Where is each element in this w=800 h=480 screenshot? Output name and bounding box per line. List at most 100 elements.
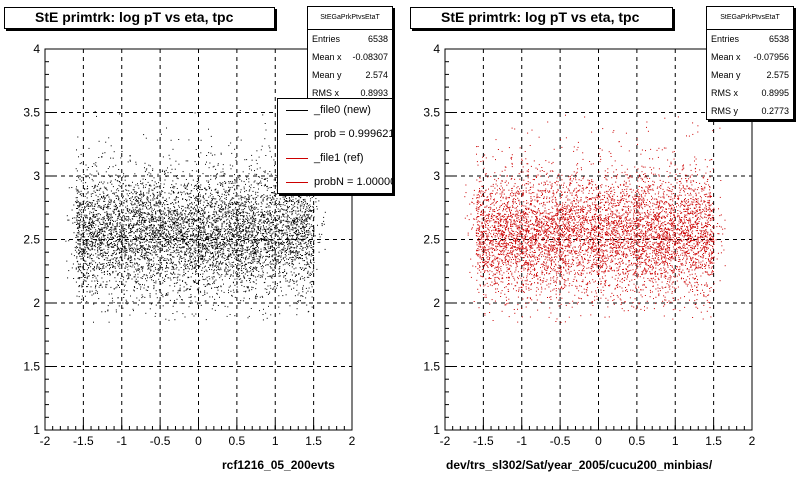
scatter-point xyxy=(173,206,175,207)
scatter-point xyxy=(234,222,236,224)
scatter-point xyxy=(225,242,227,244)
scatter-point xyxy=(145,240,147,242)
scatter-point xyxy=(279,281,281,283)
scatter-point xyxy=(166,200,168,202)
scatter-point xyxy=(243,276,245,278)
scatter-point xyxy=(282,248,284,250)
scatter-point xyxy=(223,236,225,238)
scatter-point xyxy=(271,203,273,205)
scatter-point xyxy=(306,276,308,278)
scatter-point xyxy=(81,301,82,303)
scatter-point xyxy=(245,268,247,270)
scatter-point xyxy=(298,201,300,203)
scatter-point xyxy=(264,261,265,263)
scatter-point xyxy=(258,247,259,249)
scatter-point xyxy=(229,277,230,279)
scatter-point xyxy=(311,235,313,236)
scatter-point xyxy=(118,190,120,192)
scatter-point xyxy=(210,234,212,235)
scatter-point xyxy=(163,227,165,229)
scatter-point xyxy=(237,260,239,261)
scatter-point xyxy=(181,225,182,227)
scatter-point xyxy=(294,247,296,249)
scatter-point xyxy=(140,194,142,196)
scatter-point xyxy=(255,254,257,256)
scatter-point xyxy=(169,248,171,250)
scatter-point xyxy=(123,229,125,231)
scatter-point xyxy=(113,192,115,194)
scatter-point xyxy=(280,259,282,261)
scatter-point xyxy=(135,238,137,240)
scatter-point xyxy=(234,180,236,182)
scatter-point xyxy=(129,209,131,211)
scatter-point xyxy=(243,204,245,206)
scatter-point xyxy=(152,280,154,282)
scatter-point xyxy=(186,284,188,286)
scatter-point xyxy=(136,199,138,201)
scatter-point xyxy=(175,282,177,284)
scatter-point xyxy=(138,209,140,211)
scatter-point xyxy=(204,248,206,250)
scatter-point xyxy=(76,149,77,151)
scatter-point xyxy=(148,219,150,221)
scatter-point xyxy=(97,292,98,294)
scatter-point xyxy=(256,150,258,152)
scatter-point xyxy=(204,258,206,260)
scatter-point xyxy=(305,218,307,220)
scatter-point xyxy=(137,304,139,306)
scatter-point xyxy=(271,217,273,219)
scatter-point xyxy=(280,242,282,244)
scatter-point xyxy=(93,260,95,262)
scatter-point xyxy=(123,195,124,197)
scatter-point xyxy=(311,247,313,249)
scatter-point xyxy=(96,189,98,191)
scatter-point xyxy=(190,190,192,192)
scatter-point xyxy=(247,238,249,240)
scatter-point xyxy=(180,191,182,193)
scatter-point xyxy=(289,241,290,243)
scatter-point xyxy=(293,252,295,254)
scatter-point xyxy=(130,220,132,222)
scatter-point xyxy=(144,248,146,249)
scatter-point xyxy=(114,245,116,246)
scatter-point xyxy=(81,206,83,208)
scatter-point xyxy=(217,214,219,216)
scatter-point xyxy=(149,246,151,248)
scatter-point xyxy=(148,213,150,215)
scatter-point xyxy=(146,280,148,282)
scatter-point xyxy=(241,224,243,226)
scatter-point xyxy=(115,195,117,197)
scatter-point xyxy=(87,248,89,250)
scatter-point xyxy=(220,285,222,287)
scatter-point xyxy=(94,184,96,186)
scatter-point xyxy=(170,259,172,261)
scatter-point xyxy=(174,214,176,216)
scatter-point xyxy=(116,237,118,238)
scatter-point xyxy=(229,314,231,315)
scatter-point xyxy=(261,195,263,197)
scatter-point xyxy=(276,206,277,208)
scatter-point xyxy=(304,222,305,224)
scatter-point xyxy=(138,218,140,220)
scatter-point xyxy=(199,236,201,238)
scatter-point xyxy=(183,271,185,273)
scatter-point xyxy=(107,213,109,215)
scatter-point xyxy=(253,252,255,254)
scatter-point xyxy=(248,205,250,207)
scatter-point xyxy=(111,293,113,295)
scatter-point xyxy=(250,184,252,186)
scatter-point xyxy=(79,220,81,222)
scatter-point xyxy=(127,272,129,274)
scatter-point xyxy=(104,187,106,189)
scatter-point xyxy=(295,250,297,252)
scatter-point xyxy=(125,251,127,253)
scatter-point xyxy=(84,207,85,209)
scatter-point xyxy=(90,270,92,272)
scatter-point xyxy=(131,211,132,212)
scatter-point xyxy=(123,289,125,291)
scatter-point xyxy=(190,300,192,302)
scatter-point xyxy=(199,230,201,231)
scatter-point xyxy=(271,221,273,223)
scatter-point xyxy=(182,220,184,222)
scatter-point xyxy=(134,202,136,204)
